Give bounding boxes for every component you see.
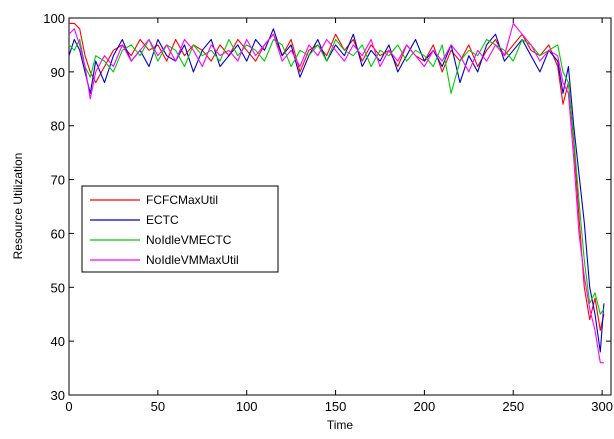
x-tick-label-6: 300 [591, 399, 613, 414]
x-tick-label-0: 0 [65, 399, 72, 414]
legend: FCFCMaxUtil ECTC NoIdleVMECTC NoIdleVMMaxUt… [81, 185, 279, 273]
y-tick-label-0: 30 [51, 388, 65, 403]
x-tick-label-1: 50 [151, 399, 165, 414]
legend-label-3: NoIdleVMMaxUtil [146, 253, 239, 267]
x-tick-label-3: 150 [325, 399, 347, 414]
legend-label-2: NoIdleVMECTC [146, 233, 232, 247]
x-tick-label-5: 250 [502, 399, 524, 414]
x-axis-title: Time [327, 418, 354, 432]
y-tick-label-7: 100 [43, 11, 65, 26]
y-tick-label-1: 40 [51, 334, 65, 349]
series-layer [68, 22, 605, 364]
legend-label-0: FCFCMaxUtil [146, 193, 218, 207]
x-tick-label-2: 100 [236, 399, 258, 414]
ticks-layer: 0 50 100 150 200 250 300 30 40 50 60 70 80 90 100 [43, 11, 613, 414]
series-line-1 [68, 28, 605, 353]
y-tick-label-4: 70 [51, 173, 65, 188]
legend-label-1: ECTC [146, 213, 179, 227]
x-tick-label-4: 200 [414, 399, 436, 414]
y-tick-label-6: 90 [51, 65, 65, 80]
y-tick-label-2: 50 [51, 280, 65, 295]
y-axis-title: Resource Utilization [11, 153, 25, 260]
series-line-3 [68, 22, 604, 364]
y-tick-label-3: 60 [51, 226, 65, 241]
y-tick-label-5: 80 [51, 119, 65, 134]
